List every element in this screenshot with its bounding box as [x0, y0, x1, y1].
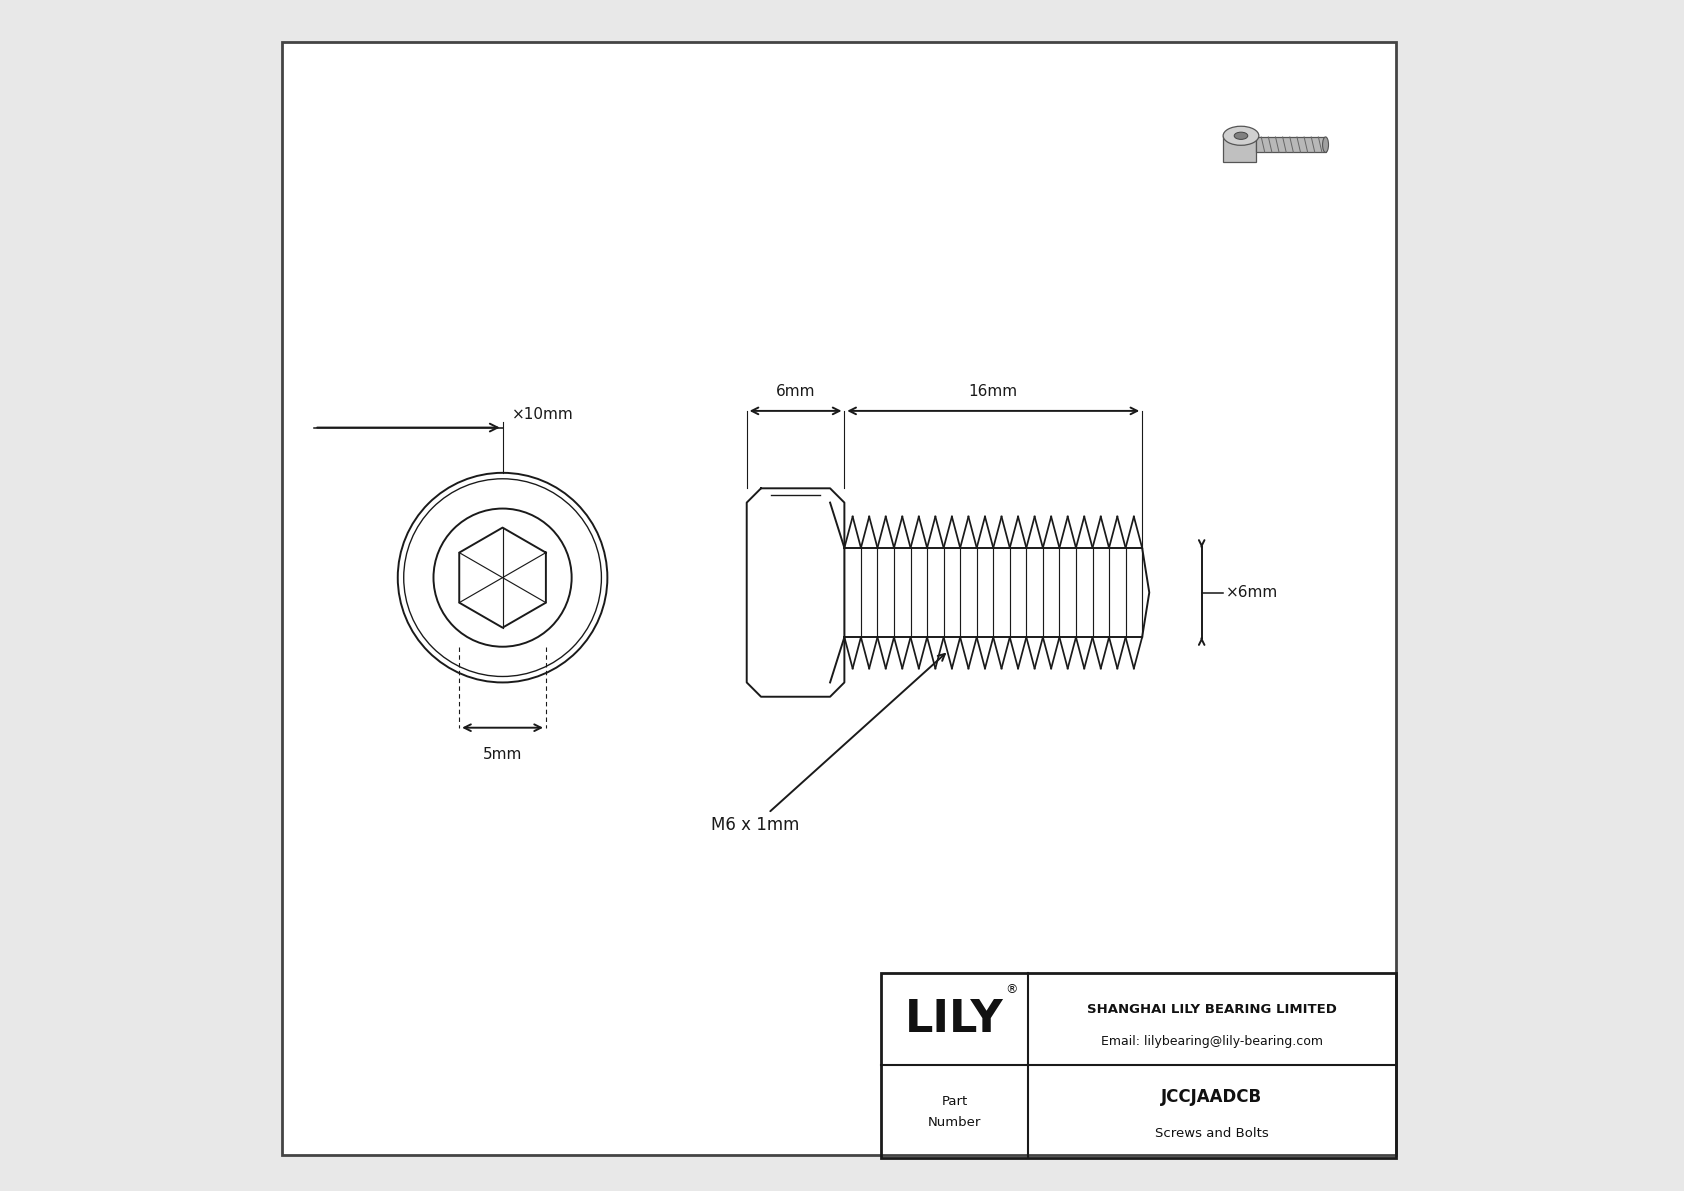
Bar — [1223, 136, 1256, 162]
Text: ®: ® — [1005, 983, 1019, 996]
Text: 16mm: 16mm — [968, 384, 1017, 399]
Text: 6mm: 6mm — [776, 384, 815, 399]
Text: ×6mm: ×6mm — [1226, 585, 1278, 600]
Text: JCCJAADCB: JCCJAADCB — [1162, 1087, 1263, 1105]
Ellipse shape — [1234, 132, 1248, 139]
Text: Part
Number: Part Number — [928, 1095, 982, 1129]
Bar — [1256, 137, 1325, 152]
Text: Email: lilybearing@lily-bearing.com: Email: lilybearing@lily-bearing.com — [1101, 1035, 1324, 1048]
Bar — [881, 973, 1396, 1158]
Text: LILY: LILY — [906, 998, 1004, 1041]
Text: Screws and Bolts: Screws and Bolts — [1155, 1127, 1268, 1140]
Text: 5mm: 5mm — [483, 747, 522, 762]
Text: SHANGHAI LILY BEARING LIMITED: SHANGHAI LILY BEARING LIMITED — [1086, 1004, 1337, 1016]
Text: M6 x 1mm: M6 x 1mm — [711, 654, 945, 834]
Ellipse shape — [1223, 126, 1260, 145]
Ellipse shape — [1322, 137, 1329, 152]
Text: ×10mm: ×10mm — [512, 406, 574, 422]
